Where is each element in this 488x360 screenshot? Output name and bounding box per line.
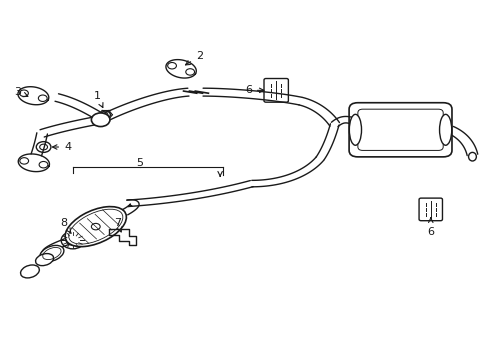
Ellipse shape — [40, 246, 64, 262]
Ellipse shape — [91, 113, 110, 127]
Text: 6: 6 — [427, 226, 433, 237]
FancyBboxPatch shape — [418, 198, 442, 221]
FancyBboxPatch shape — [348, 103, 451, 157]
Ellipse shape — [20, 265, 39, 278]
Ellipse shape — [66, 235, 80, 245]
Ellipse shape — [36, 141, 51, 152]
Ellipse shape — [348, 114, 361, 145]
Text: 5: 5 — [136, 158, 143, 168]
Ellipse shape — [61, 231, 84, 249]
Ellipse shape — [468, 152, 475, 161]
FancyBboxPatch shape — [264, 78, 288, 102]
Text: 2: 2 — [185, 51, 203, 65]
Ellipse shape — [36, 253, 54, 266]
Text: 3: 3 — [14, 87, 28, 97]
Text: 7: 7 — [114, 218, 122, 232]
Text: 6: 6 — [244, 85, 264, 95]
Ellipse shape — [439, 114, 451, 145]
Text: 4: 4 — [52, 142, 71, 152]
Ellipse shape — [101, 111, 110, 118]
Ellipse shape — [65, 207, 126, 247]
Text: 1: 1 — [94, 91, 103, 108]
Text: 8: 8 — [61, 218, 71, 233]
